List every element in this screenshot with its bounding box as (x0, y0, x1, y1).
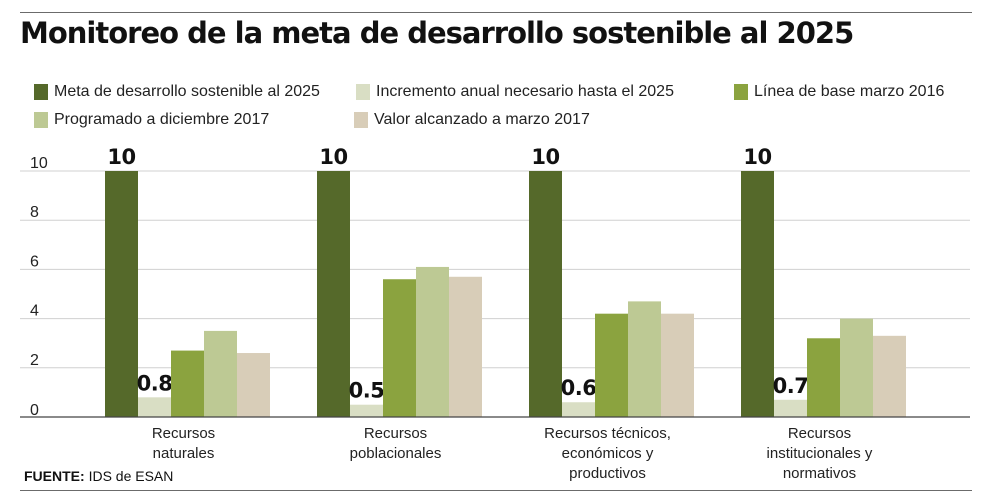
legend-swatch-programado (34, 112, 48, 128)
x-tick-label: normativos (783, 465, 856, 482)
source-note: FUENTE: IDS de ESAN (24, 468, 173, 484)
y-tick-label: 2 (30, 352, 39, 369)
legend-item-linea-base: Línea de base marzo 2016 (734, 83, 944, 101)
legend-label-programado: Programado a diciembre 2017 (54, 111, 270, 128)
x-tick-label: Recursos (152, 425, 215, 442)
y-tick-label: 6 (30, 253, 39, 270)
data-label: 10 (531, 145, 559, 169)
bar (562, 402, 595, 417)
legend-swatch-linea-base (734, 84, 748, 100)
x-tick-label: institucionales y (767, 445, 873, 462)
bottom-rule (20, 490, 972, 491)
data-label: 10 (107, 145, 135, 169)
legend-label-valor: Valor alcanzado a marzo 2017 (374, 111, 590, 128)
x-tick-label: poblacionales (350, 445, 442, 462)
x-tick-label: Recursos (788, 425, 851, 442)
bar (741, 171, 774, 417)
y-tick-label: 10 (30, 155, 48, 172)
bar (416, 266, 449, 417)
legend-label-linea-base: Línea de base marzo 2016 (754, 83, 945, 100)
legend-swatch-valor (354, 112, 368, 128)
top-rule (20, 12, 972, 13)
data-label: 0.7 (773, 374, 809, 398)
chart-title: Monitoreo de la meta de desarrollo soste… (20, 16, 854, 50)
bar (237, 353, 270, 417)
bar (350, 404, 383, 417)
legend-item-incremento: Incremento anual necesario hasta el 2025 (356, 83, 714, 101)
data-label: 0.8 (137, 371, 173, 395)
source-label: FUENTE: (24, 468, 85, 484)
legend-swatch-incremento (356, 84, 370, 100)
bar (873, 335, 906, 417)
bar (105, 171, 138, 417)
x-tick-label: económicos y (562, 445, 654, 462)
y-tick-label: 4 (30, 303, 39, 320)
bar (840, 318, 873, 417)
bar (204, 330, 237, 417)
bar (138, 397, 171, 417)
legend-label-incremento: Incremento anual necesario hasta el 2025 (376, 83, 674, 100)
legend-item-programado: Programado a diciembre 2017 (34, 111, 334, 129)
bar (807, 338, 840, 417)
bar (171, 350, 204, 417)
y-tick-label: 8 (30, 204, 39, 221)
legend-label-meta: Meta de desarrollo sostenible al 2025 (54, 83, 320, 100)
legend: Meta de desarrollo sostenible al 2025 In… (34, 78, 974, 134)
y-tick-label: 0 (30, 402, 39, 419)
x-tick-label: Recursos técnicos, (544, 425, 671, 442)
legend-row: Meta de desarrollo sostenible al 2025 In… (34, 78, 974, 106)
bar (628, 301, 661, 417)
source-text: IDS de ESAN (88, 468, 174, 484)
legend-item-valor: Valor alcanzado a marzo 2017 (354, 111, 590, 129)
x-tick-label: Recursos (364, 425, 427, 442)
data-label: 10 (743, 145, 771, 169)
data-label: 10 (319, 145, 347, 169)
bar (661, 313, 694, 417)
legend-swatch-meta (34, 84, 48, 100)
x-tick-label: naturales (153, 445, 215, 462)
data-label: 0.6 (561, 376, 597, 400)
bar (774, 399, 807, 417)
legend-item-meta: Meta de desarrollo sostenible al 2025 (34, 83, 334, 101)
bar (317, 171, 350, 417)
x-tick-label: productivos (569, 465, 646, 482)
data-label: 0.5 (349, 379, 385, 403)
bar (383, 279, 416, 417)
bar (595, 313, 628, 417)
bar (449, 276, 482, 417)
legend-row: Programado a diciembre 2017 Valor alcanz… (34, 106, 974, 134)
bar (529, 171, 562, 417)
